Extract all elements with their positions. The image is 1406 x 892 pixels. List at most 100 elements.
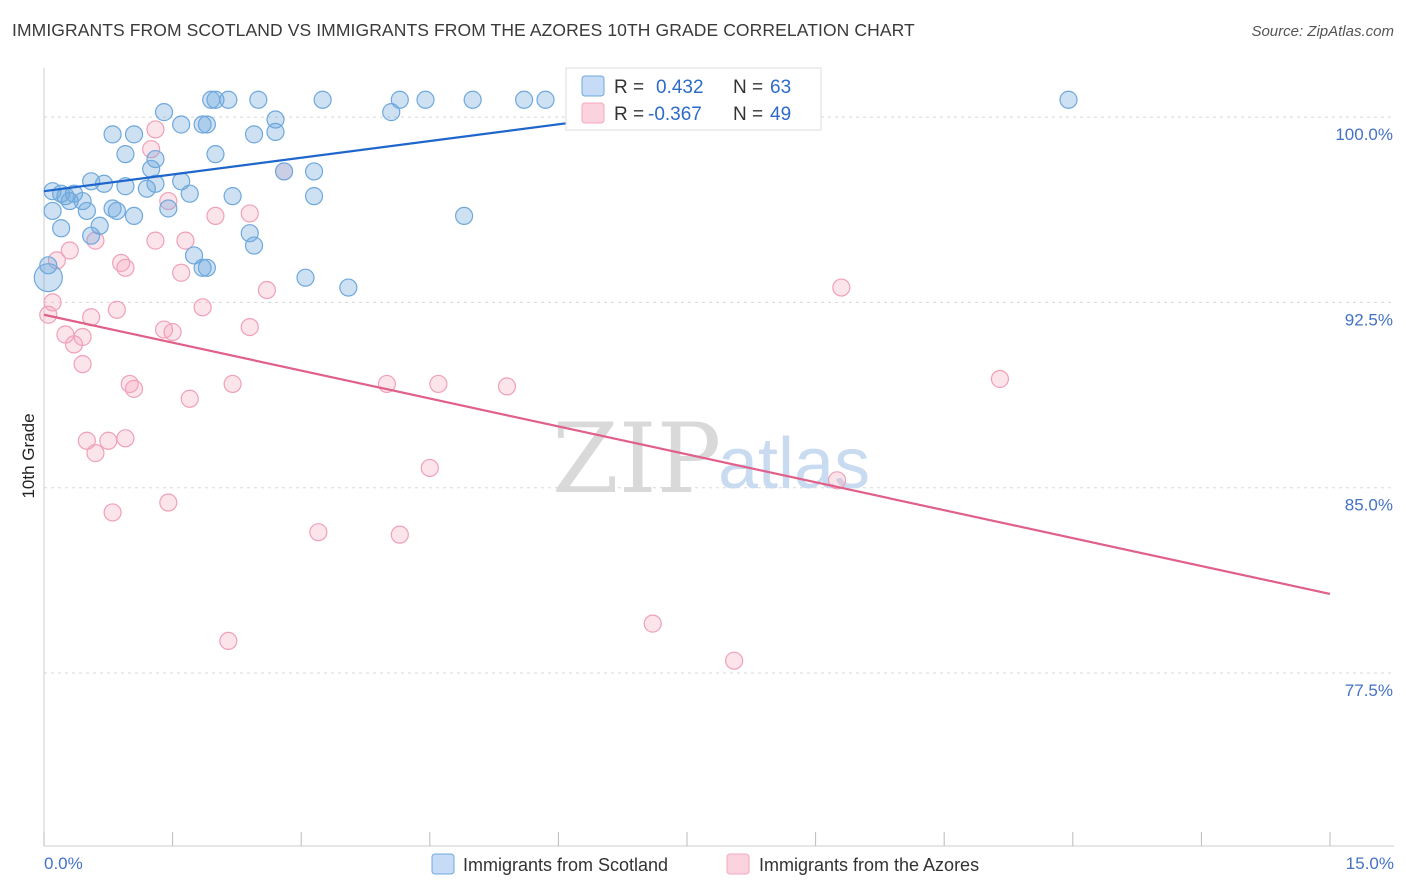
azores-point [159, 191, 178, 211]
azores-point [309, 523, 328, 542]
legend-azores-label: Immigrants from the Azores [759, 855, 979, 875]
azores-point [180, 389, 199, 408]
azores-point [219, 631, 238, 651]
scotland-point [304, 162, 324, 181]
scotland-point [390, 90, 409, 109]
azores-point [429, 374, 448, 394]
azores-point [73, 327, 92, 347]
azores-point [103, 503, 122, 522]
azores-point [832, 278, 851, 297]
scotland-point [339, 278, 358, 297]
y-tick-label: 85.0% [1345, 496, 1393, 515]
scotland-point [124, 125, 144, 144]
azores-point [159, 493, 178, 512]
azores-point [497, 377, 517, 396]
scotland-point [223, 187, 242, 206]
azores-n-label: N = [733, 104, 763, 125]
watermark-zip: ZIP [552, 403, 721, 515]
azores-point [725, 651, 744, 670]
scotland-point [124, 206, 144, 226]
azores-point [142, 140, 161, 159]
y-tick-label: 100.0% [1335, 125, 1393, 144]
legend-scotland-swatch [431, 853, 455, 875]
azores-point [116, 429, 135, 448]
scotland-point-large [33, 263, 63, 293]
azores-point [146, 231, 165, 250]
scotland-point [172, 115, 191, 134]
scotland-point [244, 125, 264, 144]
azores-point [73, 355, 92, 374]
azores-point [163, 322, 182, 342]
axes [43, 68, 1394, 847]
scotland-point [454, 206, 474, 226]
scotland-point [43, 201, 62, 221]
watermark-atlas: atlas [718, 424, 870, 504]
azores-trendline [43, 313, 1331, 596]
x-tick-label-max: 15.0% [1346, 854, 1394, 873]
bottom-legend: Immigrants from Scotland Immigrants from… [431, 853, 979, 875]
scotland-point [197, 115, 216, 134]
scotland-point [1059, 90, 1078, 109]
scotland-point [515, 90, 534, 109]
y-tick-label: 92.5% [1345, 310, 1393, 329]
azores-r-value: -0.367 [648, 104, 702, 125]
scotland-point [313, 90, 332, 109]
azores-point [172, 263, 191, 282]
scotland-point [73, 191, 92, 211]
scotland-r-label: R = [614, 77, 644, 98]
scotland-point [146, 174, 165, 193]
azores-point [107, 300, 126, 319]
scotland-point [82, 226, 101, 245]
azores-point [240, 317, 259, 337]
scotland-point [536, 90, 555, 109]
stats-legend: R = 0.432 N = 63 R = -0.367 N = 49 [565, 67, 822, 131]
scotland-point [159, 199, 178, 218]
legend-scotland-label: Immigrants from Scotland [463, 855, 668, 875]
scotland-point [197, 258, 216, 277]
azores-point [193, 298, 212, 317]
scotland-point [180, 184, 199, 203]
x-ticks [43, 832, 1331, 846]
scotland-point [296, 268, 315, 287]
scotland-point [206, 90, 225, 109]
azores-point [390, 525, 409, 544]
azores-point [176, 231, 195, 250]
scotland-point [382, 103, 401, 122]
y-tick-labels: 77.5% 85.0% 92.5% 100.0% [1335, 125, 1393, 700]
azores-points [39, 120, 1010, 670]
azores-point [257, 280, 277, 300]
azores-point [60, 241, 79, 260]
scotland-point [416, 90, 435, 109]
azores-point [146, 120, 165, 139]
scotland-point [266, 110, 285, 129]
scotland-swatch [581, 75, 605, 97]
scotland-point [249, 90, 268, 109]
scotland-point [107, 201, 126, 221]
source-credit: Source: ZipAtlas.com [1251, 23, 1394, 40]
scotland-point [266, 122, 285, 141]
azores-point [990, 369, 1010, 389]
scotland-point [463, 90, 482, 109]
scotland-point [304, 187, 324, 206]
x-tick-label-min: 0.0% [44, 854, 83, 873]
azores-r-label: R = [614, 104, 644, 125]
scotland-point [137, 179, 156, 198]
azores-point [643, 614, 662, 633]
scotland-point [39, 256, 58, 275]
scotland-n-label: N = [733, 77, 763, 98]
scotland-point [184, 246, 204, 265]
azores-n-value: 49 [770, 104, 791, 125]
chart-title: IMMIGRANTS FROM SCOTLAND VS IMMIGRANTS F… [12, 20, 915, 40]
trendlines [43, 98, 1331, 596]
azores-point [420, 458, 439, 478]
scotland-point [103, 125, 122, 144]
y-axis-title: 10th Grade [19, 413, 38, 498]
scotland-points [33, 90, 1078, 297]
stats-legend-box [565, 67, 822, 131]
legend-azores-swatch [726, 853, 750, 875]
azores-point [77, 431, 96, 450]
scotland-point [154, 103, 174, 122]
scotland-point [244, 236, 264, 255]
gridlines [44, 116, 1394, 674]
